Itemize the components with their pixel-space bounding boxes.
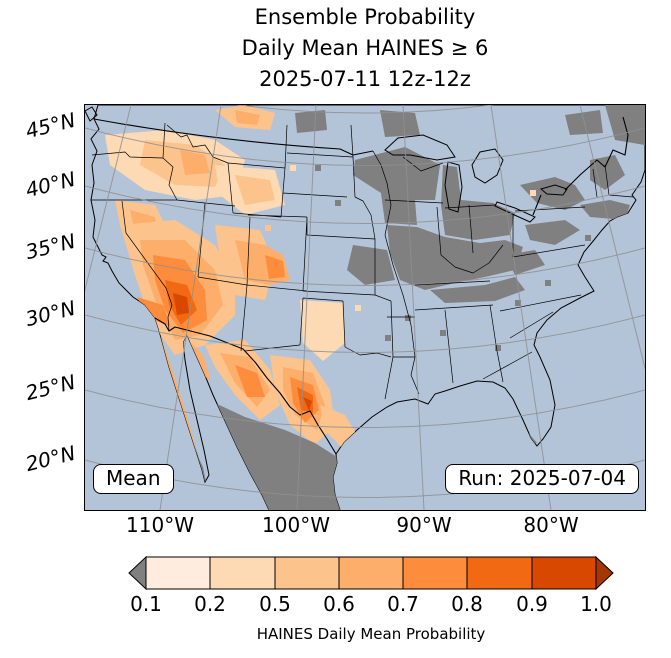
mean-box: Mean <box>93 464 174 494</box>
colorbar-tick-09: 0.9 <box>516 592 548 616</box>
lat-label-25n: 25°N <box>23 369 78 406</box>
meridian-110w <box>159 105 222 510</box>
figure-title: Ensemble Probability Daily Mean HAINES ≥… <box>85 2 645 95</box>
lat-label-35n: 35°N <box>23 228 78 265</box>
mask-region-florida-tip <box>527 431 537 445</box>
map-cell <box>355 305 361 311</box>
colorbar-tick-08: 0.8 <box>451 592 483 616</box>
parallel-50n <box>236 105 494 114</box>
prob-cell-pnw-core <box>180 150 210 175</box>
prob-cell-nm-chihuahua-4 <box>235 365 265 397</box>
map-cell <box>440 330 446 336</box>
prob-cell-west-texas-core <box>303 397 312 411</box>
colorbar-tick-07: 0.7 <box>387 592 419 616</box>
map-svg <box>85 105 645 510</box>
map-cell <box>585 235 591 241</box>
mask-region-new-england <box>580 200 630 220</box>
map-cell <box>335 200 341 206</box>
mask-region-kentucky <box>430 277 525 303</box>
lon-label-110w: 110°W <box>126 513 194 537</box>
map-cell <box>530 190 536 196</box>
vancouver-island <box>85 106 98 122</box>
parallel-25n <box>85 389 645 428</box>
colorbar-tick-02: 0.2 <box>194 592 226 616</box>
map-cell <box>515 300 521 306</box>
mexico-border <box>154 317 337 455</box>
colorbar-segment-5 <box>402 556 468 590</box>
mask-region-mexico-south <box>215 403 341 510</box>
run-box: Run: 2025-07-04 <box>445 464 639 494</box>
lon-label-80w: 80°W <box>523 513 579 537</box>
lat-label-45n: 45°N <box>23 107 78 144</box>
meridian-100w <box>296 105 317 510</box>
parallel-45n <box>85 127 645 166</box>
mask-region-missouri <box>347 245 395 285</box>
meridian-70w <box>579 105 645 371</box>
title-line-3: 2025-07-11 12z-12z <box>259 67 471 91</box>
prob-cell-pnw-mid <box>140 140 225 187</box>
colorbar-segment-3 <box>274 556 340 590</box>
lon-label-100w: 100°W <box>262 513 330 537</box>
colorbar-tick-05: 0.5 <box>259 592 291 616</box>
lat-label-20n: 20°N <box>23 440 78 477</box>
graticule <box>85 105 645 510</box>
colorbar <box>128 555 614 591</box>
colorbar-segment-4 <box>338 556 404 590</box>
prob-cell-colorado-4 <box>265 255 285 279</box>
colorbar-segment-1 <box>145 556 211 590</box>
noise-cells <box>265 165 621 351</box>
prob-cell-southwest-core <box>173 293 189 315</box>
lake-michigan <box>444 161 463 213</box>
probability-field <box>105 105 645 510</box>
parallel-40n <box>85 185 645 224</box>
title-line-1: Ensemble Probability <box>254 5 476 29</box>
prob-cell-socal <box>137 297 171 327</box>
colorbar-segment-7 <box>531 556 597 590</box>
colorbar-over-arrow <box>595 555 614 591</box>
meridian-120w <box>85 105 132 292</box>
map-cell <box>265 225 271 231</box>
map-cell <box>290 165 296 171</box>
prob-cell-bc-core <box>235 110 260 125</box>
lat-label-40n: 40°N <box>23 166 78 203</box>
parallel-30n <box>85 314 645 353</box>
lake-erie <box>494 201 536 223</box>
title-line-2: Daily Mean HAINES ≥ 6 <box>241 36 489 60</box>
mask-region-newyork <box>520 177 585 210</box>
lake-superior <box>384 134 456 161</box>
mask-region-canada-center <box>380 110 420 137</box>
mask-region-midwest <box>353 147 440 225</box>
meridian-80w <box>490 105 552 510</box>
mask-region-pennsylvania <box>525 220 580 245</box>
colorbar-under-arrow <box>128 555 147 591</box>
map-cell <box>405 315 411 321</box>
map-cell <box>385 335 391 341</box>
mask-region-ohio-valley <box>387 225 523 290</box>
parallel-35n <box>85 247 645 286</box>
colorbar-segment-6 <box>466 556 533 590</box>
colorbar-label: HAINES Daily Mean Probability <box>256 625 486 643</box>
lat-label-30n: 30°N <box>23 295 78 332</box>
prob-cell-wyoming <box>235 175 275 205</box>
lake-ontario <box>539 184 568 196</box>
meridian-90w <box>402 105 425 510</box>
mask-region-canada-west <box>295 110 327 133</box>
colorbar-tick-10: 1.0 <box>580 592 612 616</box>
colorbar-tick-06: 0.6 <box>323 592 355 616</box>
lon-label-90w: 90°W <box>396 513 452 537</box>
map-cell <box>545 280 551 286</box>
prob-cell-panhandle <box>300 300 345 361</box>
map-cell <box>495 345 501 351</box>
colorbar-segment-2 <box>209 556 276 590</box>
map-area: Mean Run: 2025-07-04 <box>84 104 646 511</box>
colorbar-tick-01: 0.1 <box>130 592 162 616</box>
canada-border <box>93 116 629 216</box>
map-cell <box>315 165 321 171</box>
mask-region-michigan-ohio <box>441 165 515 240</box>
